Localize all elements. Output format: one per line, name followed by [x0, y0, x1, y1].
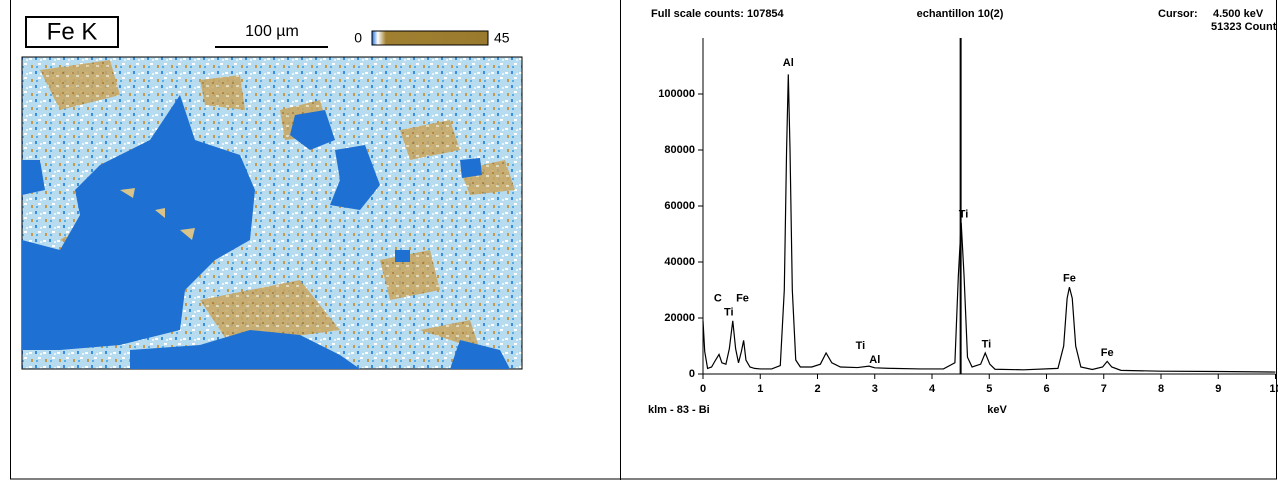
peak-label: Fe — [1063, 273, 1076, 285]
element-map — [21, 56, 523, 370]
peak-label: Fe — [1101, 347, 1114, 359]
peak-label: Ti — [959, 208, 969, 220]
peak-label: Fe — [736, 292, 749, 304]
x-axis-label: keV — [987, 404, 1007, 416]
peak-label: Ti — [856, 340, 866, 352]
frame — [10, 0, 1277, 480]
x-tick-label: 0 — [700, 383, 706, 395]
x-tick-label: 9 — [1215, 383, 1221, 395]
cursor-label: Cursor: — [1158, 8, 1198, 20]
y-tick-label: 40000 — [664, 256, 695, 268]
x-tick-label: 7 — [1101, 383, 1107, 395]
cursor-counts: 51323 Count — [1211, 21, 1277, 33]
x-tick-label: 10 — [1269, 383, 1278, 395]
scale-bar-label: 100 µm — [245, 23, 299, 40]
header-left: Full scale counts: 107854 — [651, 8, 785, 20]
colorbar-min: 0 — [354, 30, 362, 46]
y-tick-label: 60000 — [664, 200, 695, 212]
x-tick-label: 8 — [1158, 383, 1164, 395]
chart-title: echantillon 10(2) — [917, 8, 1004, 20]
peak-label: Ti — [724, 306, 734, 318]
peak-label: Al — [869, 354, 880, 366]
x-tick-label: 4 — [929, 383, 936, 395]
footer-left: klm - 83 - Bi — [648, 404, 710, 416]
x-tick-label: 3 — [872, 383, 878, 395]
peak-label: C — [714, 292, 722, 304]
cursor-value: 4.500 keV — [1213, 8, 1264, 20]
element-label: Fe K — [47, 18, 98, 45]
colorbar — [371, 30, 489, 46]
y-tick-label: 100000 — [658, 88, 695, 100]
x-tick-label: 2 — [814, 383, 820, 395]
x-tick-label: 5 — [986, 383, 992, 395]
y-tick-label: 80000 — [664, 144, 695, 156]
peak-label: Ti — [982, 339, 992, 351]
y-tick-label: 20000 — [664, 312, 695, 324]
colorbar-max: 45 — [494, 30, 510, 46]
element-box — [25, 16, 119, 48]
y-tick-label: 0 — [689, 368, 695, 380]
x-tick-label: 1 — [757, 383, 763, 395]
spectrum-line — [702, 74, 1276, 373]
x-tick-label: 6 — [1043, 383, 1049, 395]
peak-label: Al — [783, 57, 794, 69]
